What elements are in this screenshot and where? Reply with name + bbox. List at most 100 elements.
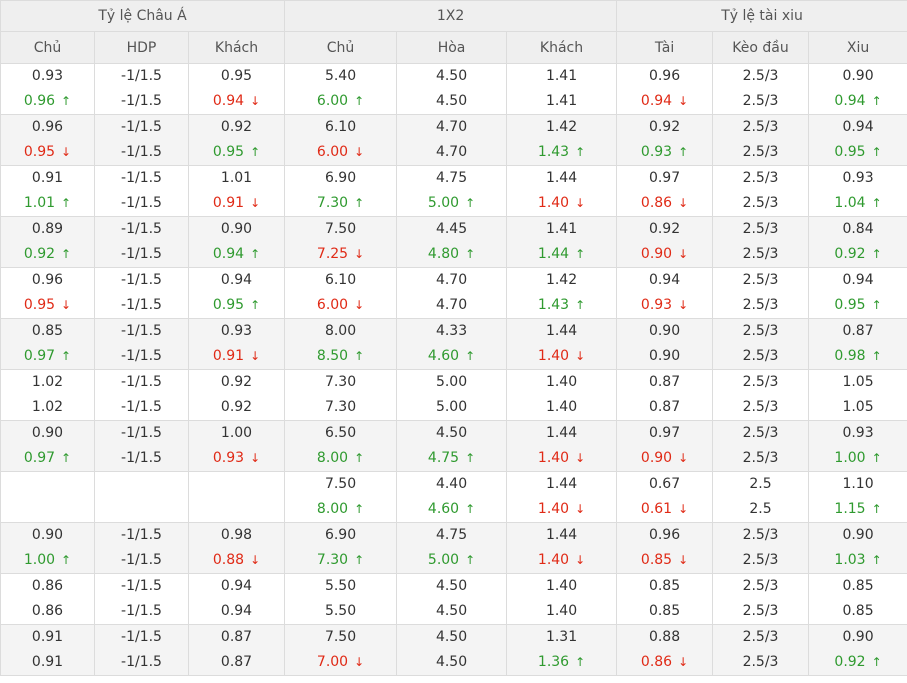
current-odds-value: 0.95 (834, 297, 866, 313)
current-odds-value: -1/1.5 (121, 552, 162, 568)
opening-odds-value: 6.90 (324, 527, 357, 543)
col-header-under: Xiu (808, 31, 907, 64)
odds-cell: -1/1.5 -1/1.5 (94, 63, 189, 115)
current-odds-value: 5.00 (427, 552, 460, 568)
opening-odds-value: 1.42 (545, 119, 578, 135)
odds-cell: 5.00 5.00 (396, 369, 508, 421)
current-odds-value: 0.95 (834, 144, 866, 160)
current-odds-value: -1/1.5 (121, 93, 162, 109)
odds-cell: 1.40 1.40 (506, 369, 618, 421)
current-odds-value: 4.50 (435, 654, 468, 670)
odds-cell: 0.67 0.61 ↓ (616, 471, 714, 523)
odds-cell: 0.94 0.94 (187, 573, 286, 625)
current-odds-value: 4.70 (435, 297, 468, 313)
opening-odds-value: 6.10 (324, 272, 357, 288)
opening-odds-value: 4.50 (435, 629, 468, 645)
arrow-down-icon: ↓ (575, 553, 586, 567)
current-odds-value: 1.41 (545, 93, 578, 109)
opening-odds-value: 0.96 (648, 68, 681, 84)
odds-cell (187, 471, 286, 523)
opening-odds-value: 1.44 (545, 323, 578, 339)
col-header-handicap: HDP (94, 31, 189, 64)
odds-cell: -1/1.5 -1/1.5 (94, 318, 189, 370)
table-row: 0.90 1.00 ↑ -1/1.5 -1/1.5 0.98 0.88 ↓ 6.90 7.30 ↑ 4… (0, 522, 907, 574)
current-odds-value: 1.00 (834, 450, 866, 466)
current-odds-value: 5.50 (324, 603, 357, 619)
current-odds-value: 0.97 (23, 450, 56, 466)
arrow-down-icon: ↓ (575, 349, 586, 363)
opening-odds-value: 2.5/3 (742, 578, 779, 594)
odds-cell: 4.50 4.50 (396, 63, 508, 115)
arrow-down-icon: ↓ (575, 451, 586, 465)
table-row: 0.96 0.95 ↓ -1/1.5 -1/1.5 0.94 0.95 ↑ 6.10 6.00 ↓ 4… (0, 267, 907, 319)
opening-odds-value: 1.10 (842, 476, 874, 492)
odds-cell: 0.90 0.90 (616, 318, 714, 370)
opening-odds-value: -1/1.5 (121, 527, 162, 543)
current-odds-value: 8.00 (316, 501, 349, 517)
opening-odds-value: 1.44 (545, 170, 578, 186)
table-row: 0.96 0.95 ↓ -1/1.5 -1/1.5 0.92 0.95 ↑ 6.10 6.00 ↓ 4… (0, 114, 907, 166)
current-odds-value: 1.44 (537, 246, 570, 262)
current-odds-value: 0.85 (648, 603, 681, 619)
arrow-down-icon: ↓ (354, 145, 365, 159)
arrow-down-icon: ↓ (575, 196, 586, 210)
arrow-down-icon: ↓ (61, 298, 72, 312)
odds-cell: 7.50 8.00 ↑ (284, 471, 398, 523)
current-odds-value: 1.40 (545, 399, 578, 415)
current-odds-value: 2.5/3 (742, 450, 779, 466)
odds-cell: 1.31 1.36 ↑ (506, 624, 618, 676)
opening-odds-value: 0.86 (31, 578, 64, 594)
current-odds-value: 0.90 (640, 450, 673, 466)
current-odds-value: 0.95 (212, 297, 245, 313)
current-odds-value: 1.43 (537, 144, 570, 160)
current-odds-value: -1/1.5 (121, 654, 162, 670)
current-odds-value: 1.02 (31, 399, 64, 415)
current-odds-value: 1.40 (545, 603, 578, 619)
opening-odds-value: 8.00 (324, 323, 357, 339)
arrow-up-icon: ↑ (871, 298, 882, 312)
current-odds-value: 1.40 (537, 552, 570, 568)
opening-odds-value: 2.5/3 (742, 629, 779, 645)
odds-cell: 0.84 0.92 ↑ (808, 216, 907, 268)
odds-cell: 1.44 1.40 ↓ (506, 420, 618, 472)
col-header-1x2-home: Chủ (284, 31, 398, 64)
current-odds-value: 0.93 (640, 144, 673, 160)
odds-cell: 5.50 5.50 (284, 573, 398, 625)
odds-cell: -1/1.5 -1/1.5 (94, 267, 189, 319)
current-odds-value: 7.30 (316, 195, 349, 211)
opening-odds-value: 0.90 (842, 527, 874, 543)
arrow-up-icon: ↑ (354, 553, 365, 567)
arrow-up-icon: ↑ (465, 196, 476, 210)
odds-cell: 6.50 8.00 ↑ (284, 420, 398, 472)
arrow-up-icon: ↑ (871, 655, 882, 669)
table-row: 0.86 0.86 -1/1.5 -1/1.5 0.94 0.94 5.50 5.50 4.50… (0, 573, 907, 625)
current-odds-value: 0.86 (31, 603, 64, 619)
odds-cell: 7.50 7.00 ↓ (284, 624, 398, 676)
odds-cell: 2.5/3 2.5/3 (712, 573, 810, 625)
current-odds-value: 6.00 (316, 93, 349, 109)
arrow-up-icon: ↑ (354, 196, 365, 210)
opening-odds-value: -1/1.5 (121, 119, 162, 135)
odds-cell: 2.5/3 2.5/3 (712, 420, 810, 472)
current-odds-value: -1/1.5 (121, 348, 162, 364)
group-header-over-under: Tỷ lệ tài xiu (616, 0, 907, 32)
opening-odds-value: 1.40 (545, 374, 578, 390)
current-odds-value: -1/1.5 (121, 246, 162, 262)
opening-odds-value: 0.94 (220, 578, 253, 594)
current-odds-value: 4.60 (427, 348, 460, 364)
odds-cell: 0.92 0.90 ↓ (616, 216, 714, 268)
current-odds-value: 0.92 (834, 654, 866, 670)
arrow-down-icon: ↓ (250, 196, 261, 210)
current-odds-value: 1.40 (537, 501, 570, 517)
opening-odds-value: 0.85 (842, 578, 874, 594)
group-header-1x2: 1X2 (284, 0, 618, 32)
odds-cell: 4.33 4.60 ↑ (396, 318, 508, 370)
odds-cell: 2.5/3 2.5/3 (712, 369, 810, 421)
opening-odds-value: 0.94 (842, 272, 874, 288)
opening-odds-value: 0.90 (31, 527, 64, 543)
arrow-down-icon: ↓ (250, 349, 261, 363)
odds-cell (94, 471, 189, 523)
opening-odds-value: 2.5/3 (742, 323, 779, 339)
current-odds-value: 4.75 (427, 450, 460, 466)
